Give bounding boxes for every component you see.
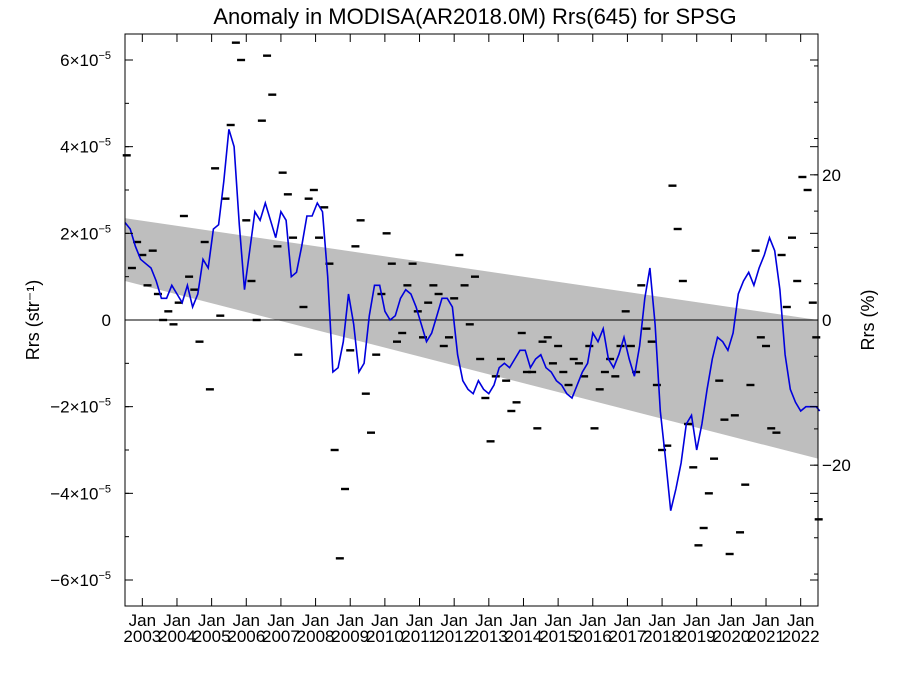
y-tick-label-left: −2×10−5 [50,397,111,417]
x-tick-label-year: 2010 [366,627,404,646]
x-tick-label-year: 2007 [262,627,300,646]
y-tick-label-left: 4×10−5 [60,137,111,157]
x-tick-label-year: 2005 [193,627,231,646]
x-tick-label-year: 2012 [435,627,473,646]
y-tick-label-left: −6×10−5 [50,570,111,590]
x-tick-label-month: Jan [267,611,294,630]
trend-band [125,218,818,459]
x-tick-label-year: 2013 [470,627,508,646]
series-line [124,129,821,511]
x-tick-label-month: Jan [648,611,675,630]
x-tick-label-month: Jan [440,611,467,630]
x-tick-label-year: 2017 [609,627,647,646]
x-tick-label-month: Jan [302,611,329,630]
x-tick-label-year: 2021 [747,627,785,646]
x-tick-label-month: Jan [787,611,814,630]
x-tick-label-month: Jan [129,611,156,630]
x-tick-label-month: Jan [614,611,641,630]
x-tick-label-year: 2016 [574,627,612,646]
x-tick-label-month: Jan [752,611,779,630]
x-tick-label-year: 2011 [401,627,438,646]
x-tick-label-year: 2004 [158,627,196,646]
y-tick-label-left: 6×10−5 [60,50,111,70]
x-tick-label-month: Jan [233,611,260,630]
y-tick-label-right: 20 [822,166,841,185]
x-tick-label-month: Jan [718,611,745,630]
x-tick-label-month: Jan [371,611,398,630]
x-tick-label-year: 2008 [297,627,335,646]
x-tick-label-month: Jan [510,611,537,630]
x-tick-label-month: Jan [544,611,571,630]
y-tick-label-left: −4×10−5 [50,483,111,503]
x-tick-label-month: Jan [163,611,190,630]
y-axis-label-left: Rrs (str⁻¹) [23,280,43,360]
plot-area [122,33,823,607]
x-tick-label-year: 2009 [331,627,369,646]
x-tick-label-month: Jan [406,611,433,630]
y-tick-label-left: 2×10−5 [60,223,111,243]
y-axis-left: −6×10−5 −4×10−5 −2×10−5 0 2×10−5 4×10−5 6×10−5 [50,50,818,590]
x-tick-label-year: 2019 [678,627,716,646]
chart-title: Anomaly in MODISA(AR2018.0M) Rrs(645) fo… [213,4,736,29]
x-tick-label-month: Jan [683,611,710,630]
data-points [122,41,823,560]
y-tick-label-left: 0 [102,311,111,330]
x-tick-label-month: Jan [337,611,364,630]
x-tick-label-year: 2015 [539,627,577,646]
y-axis-label-right: Rrs (%) [858,290,878,351]
y-tick-label-right: −20 [822,456,851,475]
x-tick-label-year: 2003 [123,627,161,646]
x-tick-label-year: 2014 [505,627,543,646]
x-tick-label-month: Jan [475,611,502,630]
x-tick-label-month: Jan [198,611,225,630]
y-tick-label-right: 0 [822,311,831,330]
x-tick-label-year: 2022 [782,627,820,646]
x-tick-label-year: 2006 [227,627,265,646]
y-axis-right: −20 0 20 [810,65,851,575]
x-tick-label-year: 2018 [643,627,681,646]
x-tick-label-year: 2020 [712,627,750,646]
x-tick-label-month: Jan [579,611,606,630]
x-axis: Jan2003Jan2004Jan2005Jan2006Jan2007Jan20… [123,34,820,646]
